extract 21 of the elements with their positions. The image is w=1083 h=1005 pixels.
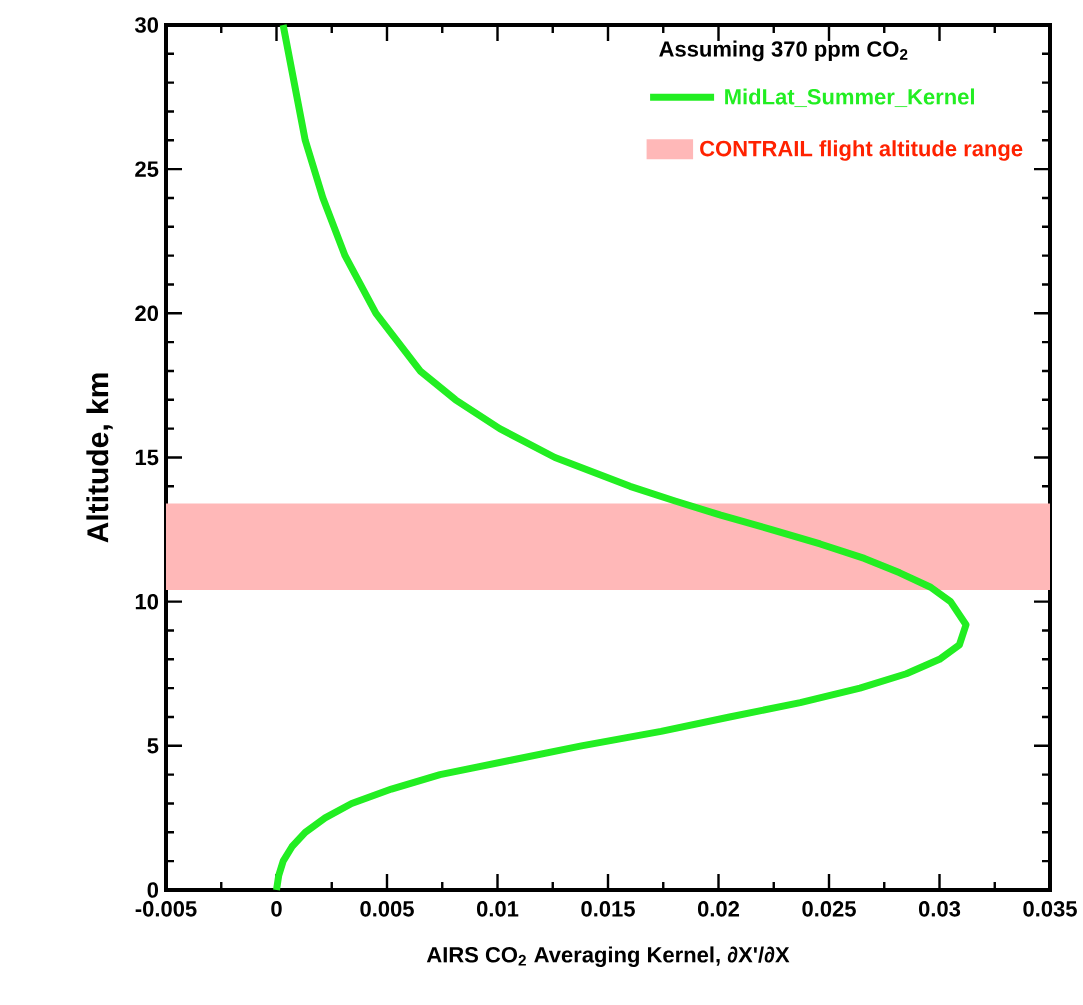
x-tick-label: 0.025 [802, 901, 856, 917]
y-tick-label: 20 [135, 305, 159, 322]
legend-label: CONTRAIL flight altitude range [700, 140, 1023, 161]
y-tick-label: 15 [135, 449, 159, 466]
y-tick-label: 5 [147, 738, 159, 754]
legend-title: Assuming 370 ppm CO$_{2}$ [659, 40, 908, 62]
x-tick-label: 0 [271, 901, 282, 917]
x-tick-label: 0.015 [581, 901, 635, 917]
x-tick-label: 0.01 [476, 901, 519, 917]
y-axis-title: Altitude, km [86, 373, 113, 543]
x-tick-label: 0.035 [1023, 901, 1077, 917]
y-tick-label: 25 [135, 161, 159, 177]
x-tick-label: 0.02 [697, 901, 740, 917]
y-tick-label: 0 [147, 882, 159, 898]
y-tick-label: 10 [135, 593, 159, 610]
y-tick-label: 30 [134, 17, 159, 33]
x-tick-label: 0.03 [918, 901, 961, 917]
x-axis-title: AIRS CO$_{2}$ Averaging Kernel, ∂X'/∂X [426, 946, 790, 968]
x-tick-label: 0.005 [360, 901, 414, 917]
x-tick-label: -0.005 [135, 901, 197, 917]
legend-label: MidLat_Summer_Kernel [725, 88, 974, 108]
